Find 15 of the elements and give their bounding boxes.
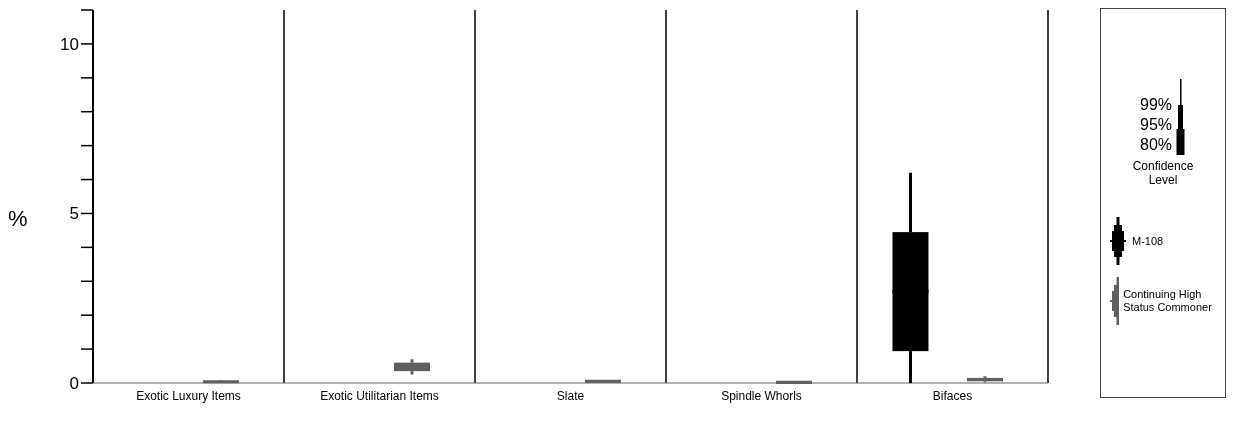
text: 80% [1139, 135, 1173, 155]
x-tick-label: Spindle Whorls [721, 388, 802, 403]
y-axis-title: % [8, 206, 28, 232]
text: 95% [1139, 115, 1173, 135]
x-tick-label: Exotic Luxury Items [136, 388, 241, 403]
y-tick-label: 5 [69, 204, 79, 224]
y-tick-label: 0 [69, 374, 79, 394]
x-tick-label: Slate [556, 388, 585, 403]
legend-label: M-108 [1132, 234, 1164, 248]
text: Confidence Level [1131, 159, 1195, 187]
x-tick-label: Bifaces [932, 388, 973, 403]
text: 99% [1139, 95, 1173, 115]
x-tick-label: Exotic Utilitarian Items [320, 388, 439, 403]
legend-label: Continuing High Status Commoner [1123, 288, 1213, 314]
y-tick-label: 10 [60, 34, 79, 54]
